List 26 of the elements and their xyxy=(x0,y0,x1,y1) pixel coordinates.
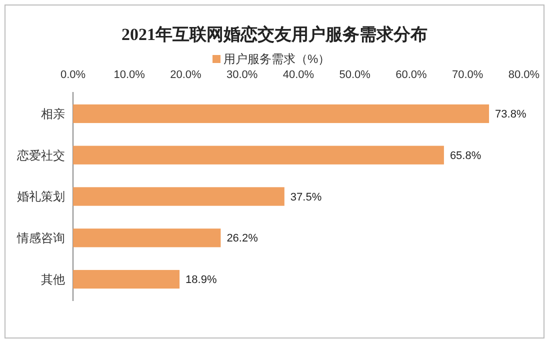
y-tick-label: 婚礼策划 xyxy=(17,190,65,204)
x-tick-label: 70.0% xyxy=(452,69,484,81)
bar xyxy=(73,228,221,248)
x-tick-label: 80.0% xyxy=(508,69,540,81)
data-label: 37.5% xyxy=(290,191,322,204)
y-tick-label: 恋爱社交 xyxy=(16,148,65,162)
data-label: 73.8% xyxy=(495,108,526,121)
legend-label: 用户服务需求（%） xyxy=(224,52,330,66)
data-label: 65.8% xyxy=(450,150,482,162)
x-tick-label: 20.0% xyxy=(170,69,202,81)
y-tick-label: 情感咨询 xyxy=(16,231,65,246)
x-tick-label: 40.0% xyxy=(282,69,314,81)
x-tick-label: 10.0% xyxy=(114,69,146,81)
bar xyxy=(73,187,284,206)
y-tick-label: 其他 xyxy=(41,272,65,286)
bar xyxy=(73,270,180,289)
chart-title: 2021年互联网婚恋交友用户服务需求分布 xyxy=(122,25,428,44)
bar xyxy=(73,146,444,164)
x-tick-label: 0.0% xyxy=(60,69,86,81)
y-tick-label: 相亲 xyxy=(41,106,65,121)
data-label: 26.2% xyxy=(226,232,258,245)
x-tick-label: 30.0% xyxy=(226,69,258,81)
bar xyxy=(73,104,490,124)
data-label: 18.9% xyxy=(186,274,217,286)
x-tick-label: 50.0% xyxy=(339,69,371,81)
x-tick-label: 60.0% xyxy=(396,69,428,81)
